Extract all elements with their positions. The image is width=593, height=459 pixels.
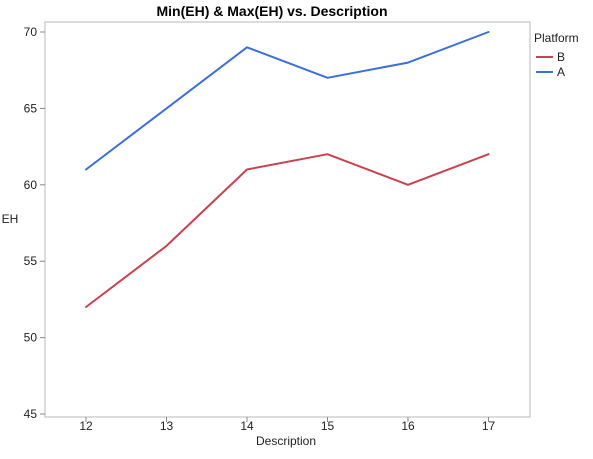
series-line-a bbox=[85, 31, 490, 171]
x-tick-label: 12 bbox=[79, 419, 93, 433]
series-line-b bbox=[85, 153, 490, 308]
y-tick-label: 70 bbox=[24, 25, 38, 39]
legend-label-b: B bbox=[557, 50, 565, 64]
plot-frame bbox=[44, 21, 531, 418]
x-tick-label: 14 bbox=[240, 419, 254, 433]
y-tick-label: 60 bbox=[24, 178, 38, 192]
series-layer bbox=[85, 31, 490, 308]
x-axis: 12 13 14 15 16 17 bbox=[79, 417, 495, 433]
x-axis-label: Description bbox=[256, 434, 316, 448]
y-axis-label: EH bbox=[2, 212, 19, 226]
y-axis: 45 50 55 60 65 70 bbox=[24, 25, 45, 421]
y-tick-label: 50 bbox=[24, 331, 38, 345]
y-tick-label: 65 bbox=[24, 101, 38, 115]
x-tick-label: 15 bbox=[321, 419, 335, 433]
legend: BA bbox=[536, 50, 565, 79]
chart-title: Min(EH) & Max(EH) vs. Description bbox=[156, 3, 387, 19]
y-tick-label: 55 bbox=[24, 254, 38, 268]
x-tick-label: 16 bbox=[401, 419, 415, 433]
x-tick-label: 13 bbox=[160, 419, 174, 433]
legend-title: Platform bbox=[534, 31, 579, 45]
x-tick-label: 17 bbox=[482, 419, 496, 433]
y-tick-label: 45 bbox=[24, 407, 38, 421]
legend-label-a: A bbox=[557, 65, 565, 79]
